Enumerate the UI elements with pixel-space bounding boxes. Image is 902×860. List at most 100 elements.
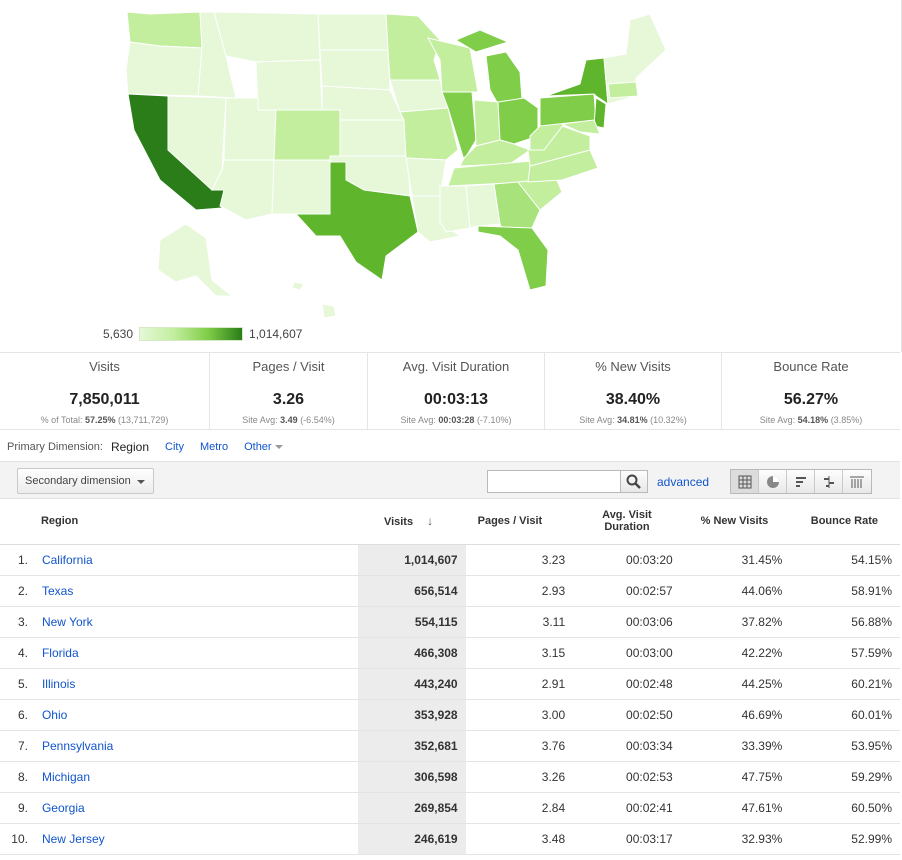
row-region-link[interactable]: Texas [33,575,358,607]
header-bounce-rate[interactable]: Bounce Rate [790,499,900,545]
map-massachusetts[interactable] [607,81,639,99]
map-north-dakota[interactable] [317,13,389,51]
row-region-link[interactable]: California [33,544,358,576]
legend-min: 5,630 [103,327,134,341]
geo-map: 5,630 1,014,607 [0,0,902,352]
row-visits: 269,854 [357,792,466,824]
map-oregon[interactable] [125,41,203,97]
scorecard-avg-duration[interactable]: Avg. Visit Duration 00:03:13 Site Avg: 0… [368,353,545,429]
scorecard-visits[interactable]: Visits 7,850,011 % of Total: 57.25% (13,… [0,353,210,429]
row-region-link[interactable]: Florida [33,637,358,669]
map-illinois[interactable] [441,91,477,162]
row-avg-duration: 00:03:00 [573,637,681,669]
map-new-mexico[interactable] [271,159,331,215]
row-region-link[interactable]: Michigan [33,761,358,793]
region-link[interactable]: Pennsylvania [41,738,114,753]
row-pages-visit: 2.84 [465,792,574,824]
pivot-view-icon [850,476,864,488]
map-minnesota[interactable] [385,13,441,81]
row-region-link[interactable]: Georgia [33,792,358,824]
map-missouri[interactable] [399,107,459,161]
region-link[interactable]: Georgia [41,800,85,815]
map-south-dakota[interactable] [319,49,391,91]
map-maryland[interactable] [560,119,601,135]
row-avg-duration: 00:03:06 [573,606,681,638]
map-new-england[interactable] [603,13,667,105]
header-visits-label: Visits [383,516,414,529]
secondary-dimension-dropdown[interactable]: Secondary dimension [17,468,154,494]
secondary-dimension-label: Secondary dimension [25,475,131,487]
region-link[interactable]: Texas [41,583,74,598]
row-index: 5. [0,668,34,700]
map-michigan[interactable] [485,51,523,105]
table-row: 3. New York 554,115 3.11 00:03:06 37.82% 56.88… [0,606,900,638]
row-visits: 554,115 [357,606,466,638]
row-visits: 246,619 [357,823,466,855]
header-new-visits[interactable]: % New Visits [680,499,791,545]
sub-prefix: % of Total: [40,415,85,425]
row-region-link[interactable]: New Jersey [33,823,358,855]
sub-prefix: Site Avg: [759,415,798,425]
scorecard-bounce-rate[interactable]: Bounce Rate 56.27% Site Avg: 54.18% (3.8… [722,353,900,429]
map-hawaii[interactable] [291,281,305,291]
map-alabama[interactable] [465,183,501,229]
region-link[interactable]: New York [41,614,93,629]
row-visits: 656,514 [357,575,466,607]
map-texas[interactable] [294,161,419,281]
performance-view-button[interactable] [787,470,815,493]
map-kansas[interactable] [339,119,407,157]
row-region-link[interactable]: New York [33,606,358,638]
map-michigan-up[interactable] [454,29,510,53]
row-region-link[interactable]: Pennsylvania [33,730,358,762]
row-region-link[interactable]: Ohio [33,699,358,731]
dimension-other-dropdown[interactable]: Other [244,441,283,453]
map-florida[interactable] [477,225,549,291]
region-link[interactable]: New Jersey [41,831,105,846]
map-hawaii-big[interactable] [321,303,337,319]
row-region-link[interactable]: Illinois [33,668,358,700]
dimension-city-link[interactable]: City [165,441,184,453]
row-visits: 306,598 [357,761,466,793]
scorecard-value: 38.40% [605,391,661,408]
scorecard-pages-visit[interactable]: Pages / Visit 3.26 Site Avg: 3.49 (-6.54… [210,353,368,429]
row-new-visits: 44.06% [680,575,791,607]
row-bounce-rate: 60.50% [790,792,900,824]
table-search-input[interactable] [487,470,621,493]
scorecard-new-visits[interactable]: % New Visits 38.40% Site Avg: 34.81% (10… [545,353,722,429]
row-index: 3. [0,606,34,638]
region-link[interactable]: Michigan [41,769,90,784]
map-alaska[interactable] [157,223,234,297]
map-montana[interactable] [213,11,321,63]
pie-view-button[interactable] [759,470,787,493]
region-link[interactable]: Illinois [41,676,76,691]
scorecard-value: 3.26 [272,391,305,408]
dimension-metro-link[interactable]: Metro [199,441,229,453]
region-link[interactable]: Ohio [41,707,68,722]
advanced-filter-link[interactable]: advanced [657,475,710,489]
sub-prefix: Site Avg: [400,415,439,425]
map-new-jersey[interactable] [593,97,607,129]
comparison-view-button[interactable] [815,470,843,493]
sub-bold: 57.25% [84,415,116,425]
table-view-button[interactable] [731,470,759,493]
scorecard-name: Visits [89,359,120,374]
region-link[interactable]: Florida [41,645,79,660]
pivot-view-button[interactable] [843,470,871,493]
table-header-row: Region Visits ↓ Pages / Visit Avg. Visit D… [0,499,900,545]
map-colorado[interactable] [273,109,341,161]
scorecard-name: Avg. Visit Duration [402,359,510,374]
region-link[interactable]: California [41,552,93,567]
header-region[interactable]: Region [33,499,358,545]
map-legend: 5,630 1,014,607 [103,327,302,341]
row-new-visits: 47.61% [680,792,791,824]
header-avg-duration[interactable]: Avg. Visit Duration [573,499,681,545]
header-pages-visit[interactable]: Pages / Visit [465,499,574,545]
map-mississippi[interactable] [439,185,471,233]
map-kentucky[interactable] [459,139,532,167]
map-wyoming[interactable] [255,59,323,111]
map-iowa[interactable] [389,79,449,113]
search-button[interactable] [620,470,648,493]
map-indiana[interactable] [473,99,501,147]
scorecard-value: 56.27% [783,391,839,408]
header-visits[interactable]: Visits ↓ [357,499,466,545]
